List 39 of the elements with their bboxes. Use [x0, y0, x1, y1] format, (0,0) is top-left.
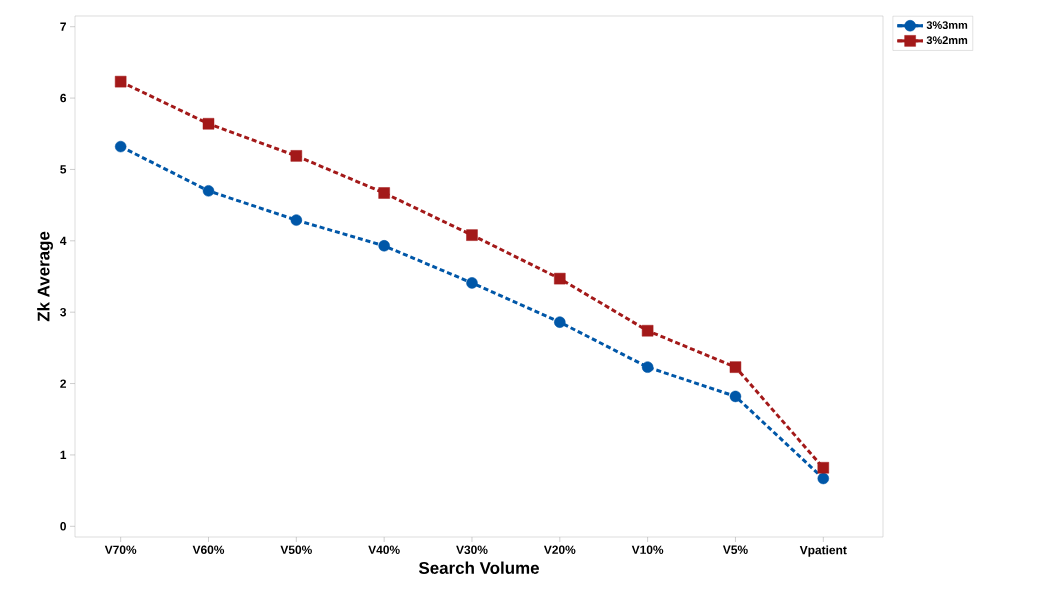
point — [378, 240, 390, 252]
point — [466, 229, 478, 241]
y-tick-label: 1 — [60, 450, 67, 460]
point — [554, 316, 566, 328]
point — [817, 472, 830, 485]
x-tick-label: V50% — [280, 545, 312, 554]
point — [114, 75, 127, 88]
x-tick-label: V60% — [192, 545, 225, 554]
point — [554, 272, 566, 285]
x-tick-label: V40% — [368, 545, 400, 554]
point — [114, 140, 127, 153]
point — [466, 277, 478, 289]
y-tick-label: 4 — [60, 236, 67, 245]
point — [378, 187, 390, 199]
point — [641, 325, 654, 337]
point — [729, 390, 742, 403]
point — [202, 118, 215, 130]
point — [290, 150, 303, 162]
x-tick-label: V20% — [543, 545, 576, 554]
point — [729, 361, 742, 373]
x-tick-label: Vpatient — [799, 545, 847, 557]
point — [202, 185, 215, 197]
y-tick-label: 5 — [60, 165, 67, 174]
y-tick-label: 6 — [60, 93, 67, 103]
point — [817, 462, 830, 474]
legend-label: 3%3mm — [926, 21, 968, 29]
point — [641, 361, 654, 373]
x-tick-label: V30% — [456, 545, 488, 555]
x-tick-label: V70% — [104, 545, 137, 554]
y-axis-title: Zk Average — [37, 231, 53, 322]
y-tick-label: 3 — [60, 307, 67, 317]
y-tick-label: 0 — [60, 522, 66, 531]
x-tick-label: V10% — [631, 545, 664, 554]
point — [290, 214, 303, 226]
x-axis-title: Search Volume — [418, 561, 539, 574]
legend-label: 3%2mm — [926, 36, 968, 45]
y-tick-label: 7 — [60, 22, 66, 31]
x-tick-label: V5% — [722, 545, 748, 554]
y-tick-label: 2 — [60, 379, 66, 388]
